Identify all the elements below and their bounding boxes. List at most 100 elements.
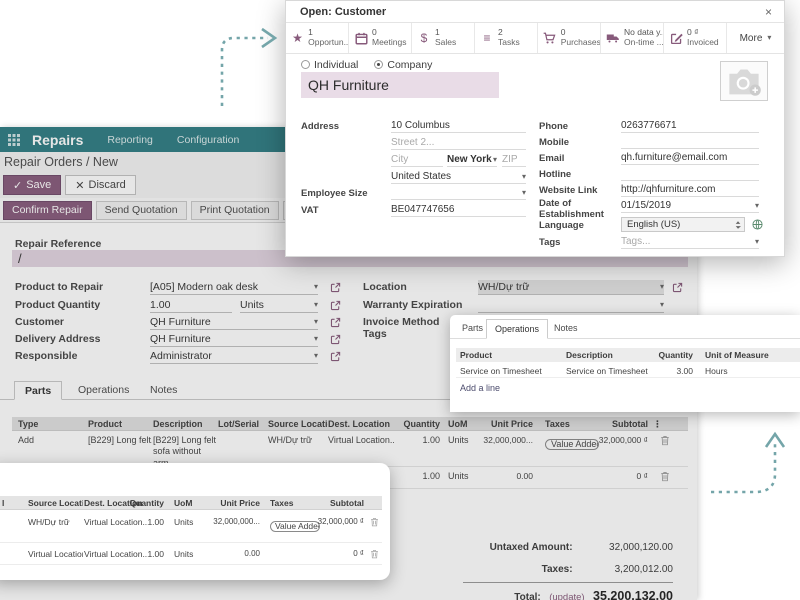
update-link[interactable]: (update): [549, 592, 585, 600]
customer-field[interactable]: QH Furniture ▾: [150, 315, 318, 330]
street2-input[interactable]: Street 2...: [391, 136, 526, 150]
trash-icon[interactable]: [660, 435, 672, 448]
tab-operations[interactable]: Operations: [78, 384, 130, 396]
delivery-address-field[interactable]: QH Furniture ▾: [150, 332, 318, 347]
phone-input[interactable]: 0263776671: [621, 119, 759, 133]
column-options-icon[interactable]: ⋮: [653, 419, 662, 429]
col-dest-location[interactable]: Dest. Location: [328, 419, 391, 429]
product-quantity-field[interactable]: 1.00: [150, 298, 232, 313]
col-dest-location[interactable]: Dest. Location: [84, 498, 143, 508]
app-name[interactable]: Repairs: [32, 131, 84, 148]
col-unit-of-measure[interactable]: Unit of Measure: [705, 350, 769, 360]
external-link-icon[interactable]: [672, 282, 683, 293]
globe-icon[interactable]: [752, 219, 763, 230]
uom-field[interactable]: Units ▾: [240, 298, 318, 313]
external-link-icon[interactable]: [330, 300, 341, 311]
mobile-input[interactable]: [621, 135, 759, 149]
email-input[interactable]: qh.furniture@email.com: [621, 151, 759, 165]
chevron-down-icon[interactable]: ▾: [313, 334, 318, 343]
country-field[interactable]: United States ▾: [391, 170, 526, 184]
save-button[interactable]: ✓ Save: [3, 175, 62, 195]
stat-button-meetings[interactable]: 0 Meetings: [349, 23, 412, 53]
chevron-down-icon[interactable]: ▾: [313, 300, 318, 309]
chevron-down-icon[interactable]: ▾: [659, 282, 664, 291]
parts-callout-row[interactable]: WH/Dự trữ Virtual Location... 1.00 Units…: [0, 513, 382, 543]
chevron-down-icon[interactable]: ▾: [659, 300, 664, 309]
col-lot-serial[interactable]: Lot/Serial: [218, 419, 260, 429]
tab-parts[interactable]: Parts: [462, 323, 484, 333]
close-icon[interactable]: ×: [764, 4, 772, 19]
stat-button-opportunities[interactable]: ★ 1 Opportun...: [286, 23, 349, 53]
stat-button-purchases[interactable]: 0 Purchases: [538, 23, 601, 53]
confirm-repair-button[interactable]: Confirm Repair: [3, 200, 92, 220]
tab-parts[interactable]: Parts: [14, 381, 63, 400]
stat-button-on-time[interactable]: No data y... On-time ...: [601, 23, 664, 53]
send-quotation-button[interactable]: Send Quotation: [95, 200, 187, 220]
external-link-icon[interactable]: [330, 334, 341, 345]
chevron-down-icon[interactable]: ▾: [313, 351, 318, 360]
col-product[interactable]: Product: [88, 419, 123, 429]
col-product[interactable]: Product: [460, 350, 493, 360]
operations-table-row[interactable]: Service on Timesheet Service on Timeshee…: [456, 362, 800, 378]
external-link-icon[interactable]: [330, 282, 341, 293]
col-taxes[interactable]: Taxes: [545, 419, 570, 429]
stat-button-sales[interactable]: $ 1 Sales: [412, 23, 475, 53]
location-field[interactable]: WH/Dự trữ ▾: [478, 280, 664, 295]
chevron-down-icon[interactable]: ▾: [313, 317, 318, 326]
col-subtotal[interactable]: Subtotal: [330, 498, 364, 508]
warranty-expiration-field[interactable]: ▾: [478, 298, 664, 313]
col-source-location[interactable]: Source Locatio...: [268, 419, 328, 429]
col-description[interactable]: Description: [566, 350, 613, 360]
hotline-input[interactable]: [621, 167, 759, 181]
discard-button[interactable]: ✕ Discard: [65, 175, 136, 195]
tab-operations[interactable]: Operations: [486, 319, 549, 339]
chevron-down-icon[interactable]: ▾: [313, 282, 318, 291]
website-input[interactable]: http://qhfurniture.com: [621, 183, 759, 197]
col-uom[interactable]: UoM: [174, 498, 193, 508]
trash-icon[interactable]: [370, 517, 382, 529]
breadcrumb[interactable]: Repair Orders / New: [4, 155, 118, 169]
company-name-input[interactable]: QH Furniture: [301, 72, 499, 98]
cell-dest: Virtual Location...: [84, 549, 148, 559]
product-to-repair-field[interactable]: [A05] Modern oak desk ▾: [150, 280, 318, 295]
col-description[interactable]: Description: [153, 419, 203, 429]
col-subtotal[interactable]: Subtotal: [612, 419, 648, 429]
col-quantity[interactable]: Quantity: [129, 498, 164, 508]
col-quantity[interactable]: Quantity: [658, 350, 693, 360]
col-uom[interactable]: UoM: [448, 419, 468, 429]
add-a-line-link[interactable]: Add a line: [460, 383, 501, 393]
establishment-date-field[interactable]: 01/15/2019 ▾: [621, 199, 759, 213]
col-taxes[interactable]: Taxes: [270, 498, 294, 508]
tags-input[interactable]: Tags... ▾: [621, 235, 759, 249]
street-input[interactable]: 10 Columbus: [391, 119, 526, 133]
city-input[interactable]: City: [391, 153, 443, 167]
col-unit-price[interactable]: Unit Price: [490, 419, 533, 429]
state-field[interactable]: New York ▾: [447, 153, 497, 167]
col-unit-price[interactable]: Unit Price: [220, 498, 260, 508]
col-type[interactable]: Type: [18, 419, 39, 429]
zip-input[interactable]: ZIP: [502, 153, 526, 167]
menu-reporting[interactable]: Reporting: [107, 133, 153, 146]
radio-individual[interactable]: Individual: [301, 59, 358, 71]
print-quotation-button[interactable]: Print Quotation: [190, 200, 279, 220]
stat-button-invoiced[interactable]: 0 ₫ Invoiced: [664, 23, 727, 53]
photo-upload-button[interactable]: [720, 61, 768, 101]
responsible-field[interactable]: Administrator ▾: [150, 349, 318, 364]
tab-notes[interactable]: Notes: [150, 384, 178, 396]
external-link-icon[interactable]: [330, 317, 341, 328]
stat-button-tasks[interactable]: ≡ 2 Tasks: [475, 23, 538, 53]
col-source-location[interactable]: Source Locatio...: [28, 498, 83, 508]
more-button[interactable]: More ▾: [727, 23, 784, 53]
radio-company[interactable]: Company: [374, 59, 432, 71]
employee-size-field[interactable]: ▾: [391, 186, 526, 200]
external-link-icon[interactable]: [330, 351, 341, 362]
vat-input[interactable]: BE047747656: [391, 203, 526, 217]
apps-grid-icon[interactable]: [8, 133, 20, 146]
parts-callout-row[interactable]: Virtual Location... Virtual Location... …: [0, 545, 382, 565]
menu-configuration[interactable]: Configuration: [176, 133, 240, 146]
trash-icon[interactable]: [660, 471, 672, 484]
tab-notes[interactable]: Notes: [554, 323, 578, 333]
col-quantity[interactable]: Quantity: [403, 419, 440, 429]
trash-icon[interactable]: [370, 549, 382, 561]
language-select[interactable]: English (US): [621, 217, 745, 232]
